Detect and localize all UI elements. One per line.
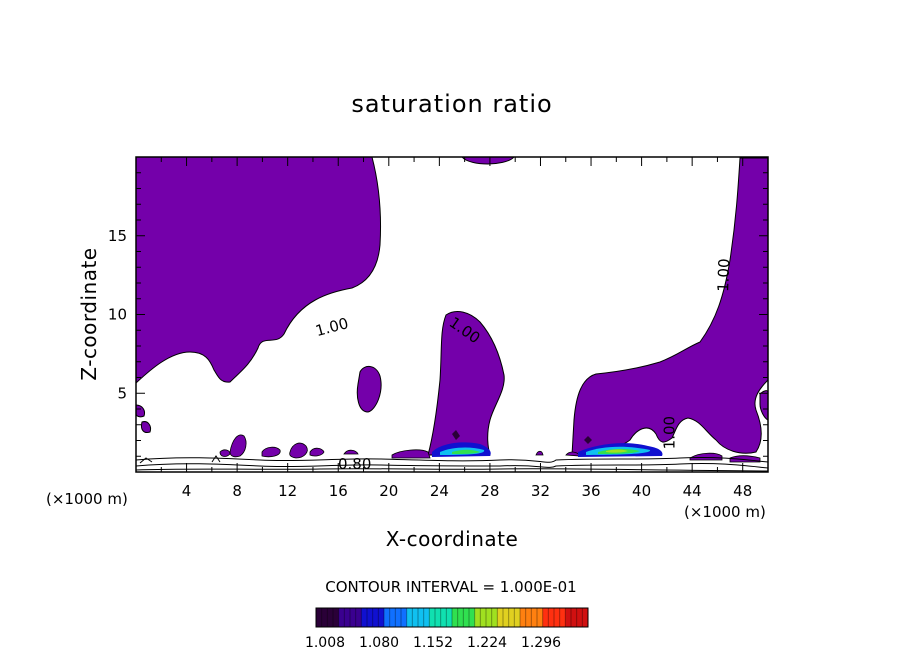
colorbar [315, 608, 589, 627]
near-surface-patches [219, 434, 761, 463]
supersaturation-region-right-edge [759, 390, 768, 421]
x-axis-tick-labels: 4 8 12 16 20 24 28 32 36 40 44 48 [182, 482, 752, 500]
x-tick-label: 16 [329, 482, 348, 500]
x-tick-label: 28 [480, 482, 499, 500]
x-tick-label: 4 [182, 482, 192, 500]
colorbar-tick-label: 1.080 [359, 635, 399, 651]
colorbar-tick-label: 1.224 [467, 635, 507, 651]
y-axis-tick-labels: 5 10 15 [108, 227, 127, 403]
contour-plot-area [136, 157, 768, 472]
contour-label: 1.00 [660, 416, 678, 449]
colorbar-segment [316, 608, 340, 627]
contour-label: 1.00 [714, 258, 733, 292]
contour-label-text: 0.80 [338, 455, 371, 473]
colorbar-tick-label: 1.296 [521, 635, 561, 651]
x-tick-label: 40 [632, 482, 651, 500]
colorbar-tick-label: 1.152 [413, 635, 453, 651]
y-axis-label: Z-coordinate [77, 247, 101, 380]
x-tick-label: 20 [379, 482, 398, 500]
colorbar-segment [497, 608, 521, 627]
x-axis-label: X-coordinate [386, 527, 519, 551]
contour-label-text: 1.00 [714, 258, 733, 292]
contour-interval-text: CONTOUR INTERVAL = 1.000E-01 [325, 578, 576, 596]
x-tick-label: 32 [531, 482, 550, 500]
colorbar-segment [542, 608, 566, 627]
contour-label: 0.80 [338, 455, 371, 473]
contour-label: 1.00 [313, 314, 350, 340]
chart-title: saturation ratio [351, 90, 552, 118]
colorbar-segment [474, 608, 498, 627]
colorbar-segment [429, 608, 453, 627]
colorbar-segment [520, 608, 544, 627]
colorbar-frame [315, 607, 589, 628]
x-unit-label: (×1000 m) [684, 503, 766, 521]
tick-marks [136, 157, 768, 472]
supersaturation-region-small-blob [356, 366, 382, 413]
supersaturation-region-central-tower [427, 311, 505, 456]
y-tick-label: 15 [108, 227, 127, 245]
colorbar-segment [384, 608, 408, 627]
high-supersaturation-band-1 [432, 430, 491, 457]
x-tick-label: 24 [430, 482, 449, 500]
x-tick-label: 36 [581, 482, 600, 500]
colorbar-segment [565, 608, 589, 627]
supersaturation-region-top-cap [461, 157, 515, 165]
x-tick-label: 8 [232, 482, 242, 500]
supersaturation-region-upper-left [136, 157, 382, 384]
surface-contour-lines [136, 455, 768, 472]
x-tick-label: 44 [683, 482, 702, 500]
colorbar-segment [338, 608, 362, 627]
y-tick-label: 5 [117, 384, 127, 402]
x-tick-label: 12 [278, 482, 297, 500]
colorbar-segment [406, 608, 430, 627]
y-unit-label: (×1000 m) [46, 490, 128, 508]
supersaturation-region-right [571, 157, 768, 456]
colorbar-segment [361, 608, 385, 627]
y-tick-label: 10 [108, 306, 127, 324]
x-tick-label: 48 [733, 482, 752, 500]
colorbar-segment [452, 608, 476, 627]
contour-label-text: 1.00 [313, 314, 350, 340]
high-supersaturation-band-2 [578, 436, 663, 457]
colorbar-tick-label: 1.008 [305, 635, 345, 651]
contour-label-text: 1.00 [660, 416, 678, 449]
colorbar-tick-labels: 1.008 1.080 1.152 1.224 1.296 [305, 635, 561, 651]
